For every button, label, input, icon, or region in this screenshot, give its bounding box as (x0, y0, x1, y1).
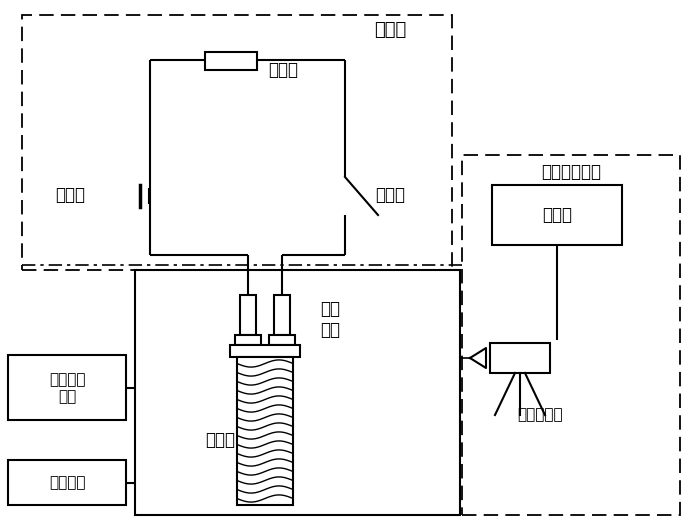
Text: 信号采集
部分: 信号采集 部分 (49, 372, 86, 404)
Text: 主电路: 主电路 (374, 21, 406, 39)
Bar (269, 335, 295, 345)
Text: 图像采集部分: 图像采集部分 (541, 163, 601, 181)
Text: 控制回路: 控制回路 (49, 476, 86, 491)
Bar (8, 460, 126, 505)
Text: 断路器: 断路器 (375, 186, 405, 204)
Text: 上位机: 上位机 (542, 206, 572, 224)
Text: 被测
电器: 被测 电器 (320, 300, 340, 339)
Bar (8, 355, 126, 420)
Bar (462, 155, 680, 515)
Bar (237, 357, 293, 505)
Bar (22, 15, 452, 270)
Bar (274, 295, 290, 335)
Text: 高速摄像机: 高速摄像机 (518, 408, 563, 422)
Bar (490, 343, 550, 373)
Polygon shape (470, 348, 486, 368)
Bar (230, 345, 300, 357)
Bar (205, 52, 257, 70)
Bar (492, 185, 622, 245)
Bar (135, 270, 460, 515)
Bar (240, 295, 256, 335)
Text: 负载箱: 负载箱 (268, 61, 298, 79)
Text: 直流源: 直流源 (55, 186, 85, 204)
Bar (235, 335, 261, 345)
Text: 继电器: 继电器 (205, 431, 235, 449)
